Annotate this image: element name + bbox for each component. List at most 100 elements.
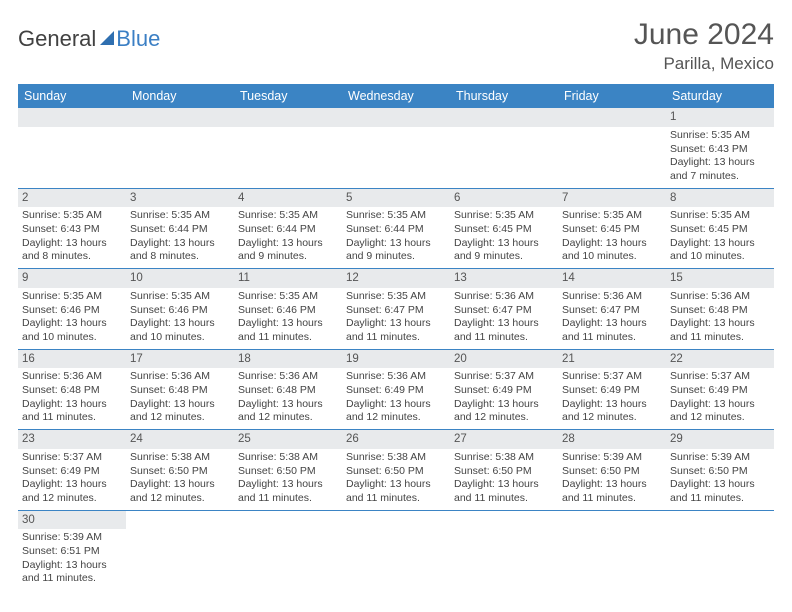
cell-d1: Daylight: 13 hours xyxy=(346,237,446,251)
cell-sr: Sunrise: 5:36 AM xyxy=(238,370,338,384)
cell-d2: and 9 minutes. xyxy=(454,250,554,264)
cell-sr: Sunrise: 5:38 AM xyxy=(238,451,338,465)
calendar-cell: 10Sunrise: 5:35 AMSunset: 6:46 PMDayligh… xyxy=(126,269,234,350)
cell-d2: and 9 minutes. xyxy=(238,250,338,264)
cell-ss: Sunset: 6:44 PM xyxy=(238,223,338,237)
cell-sr: Sunrise: 5:38 AM xyxy=(454,451,554,465)
day-number: 25 xyxy=(234,430,342,449)
cell-d1: Daylight: 13 hours xyxy=(346,478,446,492)
day-number: 10 xyxy=(126,269,234,288)
cell-ss: Sunset: 6:43 PM xyxy=(22,223,122,237)
cell-ss: Sunset: 6:48 PM xyxy=(238,384,338,398)
day-number: 11 xyxy=(234,269,342,288)
cell-d2: and 12 minutes. xyxy=(670,411,770,425)
cell-d1: Daylight: 13 hours xyxy=(562,237,662,251)
cell-d2: and 8 minutes. xyxy=(22,250,122,264)
calendar-cell: 28 Sunrise: 5:39 AMSunset: 6:50 PMDayligh… xyxy=(558,430,666,511)
cell-d2: and 11 minutes. xyxy=(238,492,338,506)
cell-sr: Sunrise: 5:35 AM xyxy=(562,209,662,223)
cell-d1: Daylight: 13 hours xyxy=(562,317,662,331)
day-number: 22 xyxy=(666,350,774,369)
cell-d1: Daylight: 13 hours xyxy=(562,478,662,492)
cell-sr: Sunrise: 5:35 AM xyxy=(238,290,338,304)
day-number: 15 xyxy=(666,269,774,288)
calendar-cell: 11Sunrise: 5:35 AMSunset: 6:46 PMDayligh… xyxy=(234,269,342,350)
calendar-cell: 15Sunrise: 5:36 AMSunset: 6:48 PMDayligh… xyxy=(666,269,774,350)
cell-ss: Sunset: 6:46 PM xyxy=(130,304,230,318)
day-number-empty xyxy=(342,108,450,127)
page-title: June 2024 xyxy=(634,18,774,52)
cell-sr: Sunrise: 5:37 AM xyxy=(22,451,122,465)
cell-sr: Sunrise: 5:36 AM xyxy=(22,370,122,384)
day-number: 28 xyxy=(558,430,666,449)
cell-sr: Sunrise: 5:38 AM xyxy=(130,451,230,465)
cell-ss: Sunset: 6:45 PM xyxy=(670,223,770,237)
calendar-cell: 13Sunrise: 5:36 AMSunset: 6:47 PMDayligh… xyxy=(450,269,558,350)
calendar-cell: 19Sunrise: 5:36 AMSunset: 6:49 PMDayligh… xyxy=(342,349,450,430)
cell-sr: Sunrise: 5:35 AM xyxy=(346,290,446,304)
page-subtitle: Parilla, Mexico xyxy=(634,54,774,74)
calendar-cell: 5Sunrise: 5:35 AMSunset: 6:44 PMDaylight… xyxy=(342,188,450,269)
cell-d2: and 11 minutes. xyxy=(454,331,554,345)
cell-sr: Sunrise: 5:36 AM xyxy=(130,370,230,384)
cell-ss: Sunset: 6:49 PM xyxy=(454,384,554,398)
calendar-cell: 1Sunrise: 5:35 AMSunset: 6:43 PMDaylight… xyxy=(666,108,774,188)
calendar-cell xyxy=(342,510,450,590)
cell-ss: Sunset: 6:50 PM xyxy=(562,465,662,479)
cell-d2: and 10 minutes. xyxy=(22,331,122,345)
cell-ss: Sunset: 6:44 PM xyxy=(130,223,230,237)
calendar-table: SundayMondayTuesdayWednesdayThursdayFrid… xyxy=(18,84,774,590)
cell-d2: and 10 minutes. xyxy=(562,250,662,264)
cell-d1: Daylight: 13 hours xyxy=(130,398,230,412)
calendar-cell: 23Sunrise: 5:37 AMSunset: 6:49 PMDayligh… xyxy=(18,430,126,511)
day-number: 16 xyxy=(18,350,126,369)
cell-sr: Sunrise: 5:39 AM xyxy=(562,451,662,465)
calendar-cell xyxy=(126,510,234,590)
day-number: 7 xyxy=(558,189,666,208)
day-number-empty xyxy=(450,108,558,127)
day-number: 24 xyxy=(126,430,234,449)
cell-sr: Sunrise: 5:38 AM xyxy=(346,451,446,465)
day-number: 3 xyxy=(126,189,234,208)
calendar-cell xyxy=(126,108,234,188)
cell-sr: Sunrise: 5:36 AM xyxy=(346,370,446,384)
day-number: 23 xyxy=(18,430,126,449)
cell-d2: and 8 minutes. xyxy=(130,250,230,264)
cell-ss: Sunset: 6:49 PM xyxy=(22,465,122,479)
calendar-cell: 26Sunrise: 5:38 AMSunset: 6:50 PMDayligh… xyxy=(342,430,450,511)
cell-ss: Sunset: 6:49 PM xyxy=(670,384,770,398)
cell-sr: Sunrise: 5:35 AM xyxy=(346,209,446,223)
cell-d2: and 11 minutes. xyxy=(670,492,770,506)
cell-d1: Daylight: 13 hours xyxy=(22,237,122,251)
cell-ss: Sunset: 6:46 PM xyxy=(22,304,122,318)
calendar-cell: 21Sunrise: 5:37 AMSunset: 6:49 PMDayligh… xyxy=(558,349,666,430)
calendar-cell xyxy=(558,510,666,590)
cell-d1: Daylight: 13 hours xyxy=(562,398,662,412)
cell-d2: and 12 minutes. xyxy=(130,492,230,506)
cell-ss: Sunset: 6:50 PM xyxy=(346,465,446,479)
cell-d2: and 11 minutes. xyxy=(454,492,554,506)
cell-sr: Sunrise: 5:35 AM xyxy=(454,209,554,223)
cell-d1: Daylight: 13 hours xyxy=(454,398,554,412)
day-number: 8 xyxy=(666,189,774,208)
header: General Blue June 2024 Parilla, Mexico xyxy=(18,18,774,74)
day-number: 6 xyxy=(450,189,558,208)
cell-ss: Sunset: 6:48 PM xyxy=(130,384,230,398)
cell-d2: and 12 minutes. xyxy=(238,411,338,425)
cell-sr: Sunrise: 5:35 AM xyxy=(22,209,122,223)
cell-d1: Daylight: 13 hours xyxy=(454,478,554,492)
day-number: 19 xyxy=(342,350,450,369)
cell-d2: and 11 minutes. xyxy=(22,572,122,586)
day-number-empty xyxy=(558,108,666,127)
cell-ss: Sunset: 6:48 PM xyxy=(670,304,770,318)
calendar-cell: 29Sunrise: 5:39 AMSunset: 6:50 PMDayligh… xyxy=(666,430,774,511)
weekday-header: Friday xyxy=(558,84,666,108)
cell-sr: Sunrise: 5:35 AM xyxy=(22,290,122,304)
cell-sr: Sunrise: 5:39 AM xyxy=(670,451,770,465)
day-number-empty xyxy=(126,108,234,127)
cell-d1: Daylight: 13 hours xyxy=(670,237,770,251)
cell-d2: and 9 minutes. xyxy=(346,250,446,264)
cell-d2: and 11 minutes. xyxy=(562,331,662,345)
day-number: 12 xyxy=(342,269,450,288)
calendar-cell: 17Sunrise: 5:36 AMSunset: 6:48 PMDayligh… xyxy=(126,349,234,430)
